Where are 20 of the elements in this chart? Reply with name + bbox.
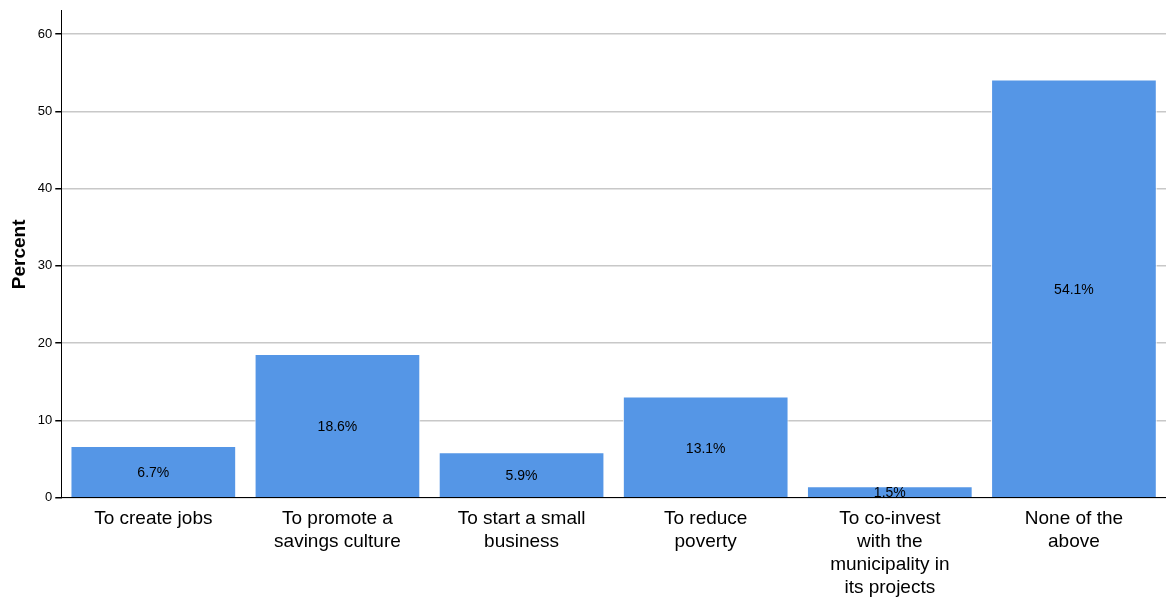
data-label: 18.6% — [317, 418, 358, 435]
x-tick-label: To start a small business — [457, 507, 586, 552]
y-tick-label: 20 — [37, 334, 53, 350]
y-tick-label: 30 — [37, 257, 53, 273]
x-tick-label: To co-invest with the municipality in its projects — [830, 507, 950, 597]
data-label: 1.5% — [873, 484, 906, 501]
y-tick-label: 50 — [37, 102, 53, 118]
y-tick-label: 10 — [37, 412, 53, 428]
x-tick-label: To create jobs — [94, 507, 213, 529]
y-tick-label: 0 — [45, 489, 53, 505]
data-label: 13.1% — [685, 439, 726, 456]
y-tick-label: 40 — [37, 180, 53, 196]
data-label: 5.9% — [505, 467, 538, 484]
y-axis-title: Percent — [7, 218, 29, 290]
y-tick-label: 60 — [37, 25, 53, 41]
x-tick-label: None of the above — [1024, 507, 1124, 552]
data-label: 6.7% — [137, 464, 170, 481]
x-tick-label: To reduce poverty — [663, 507, 748, 552]
data-label: 54.1% — [1054, 281, 1094, 298]
x-tick-label: To promote a savings culture — [274, 507, 401, 552]
